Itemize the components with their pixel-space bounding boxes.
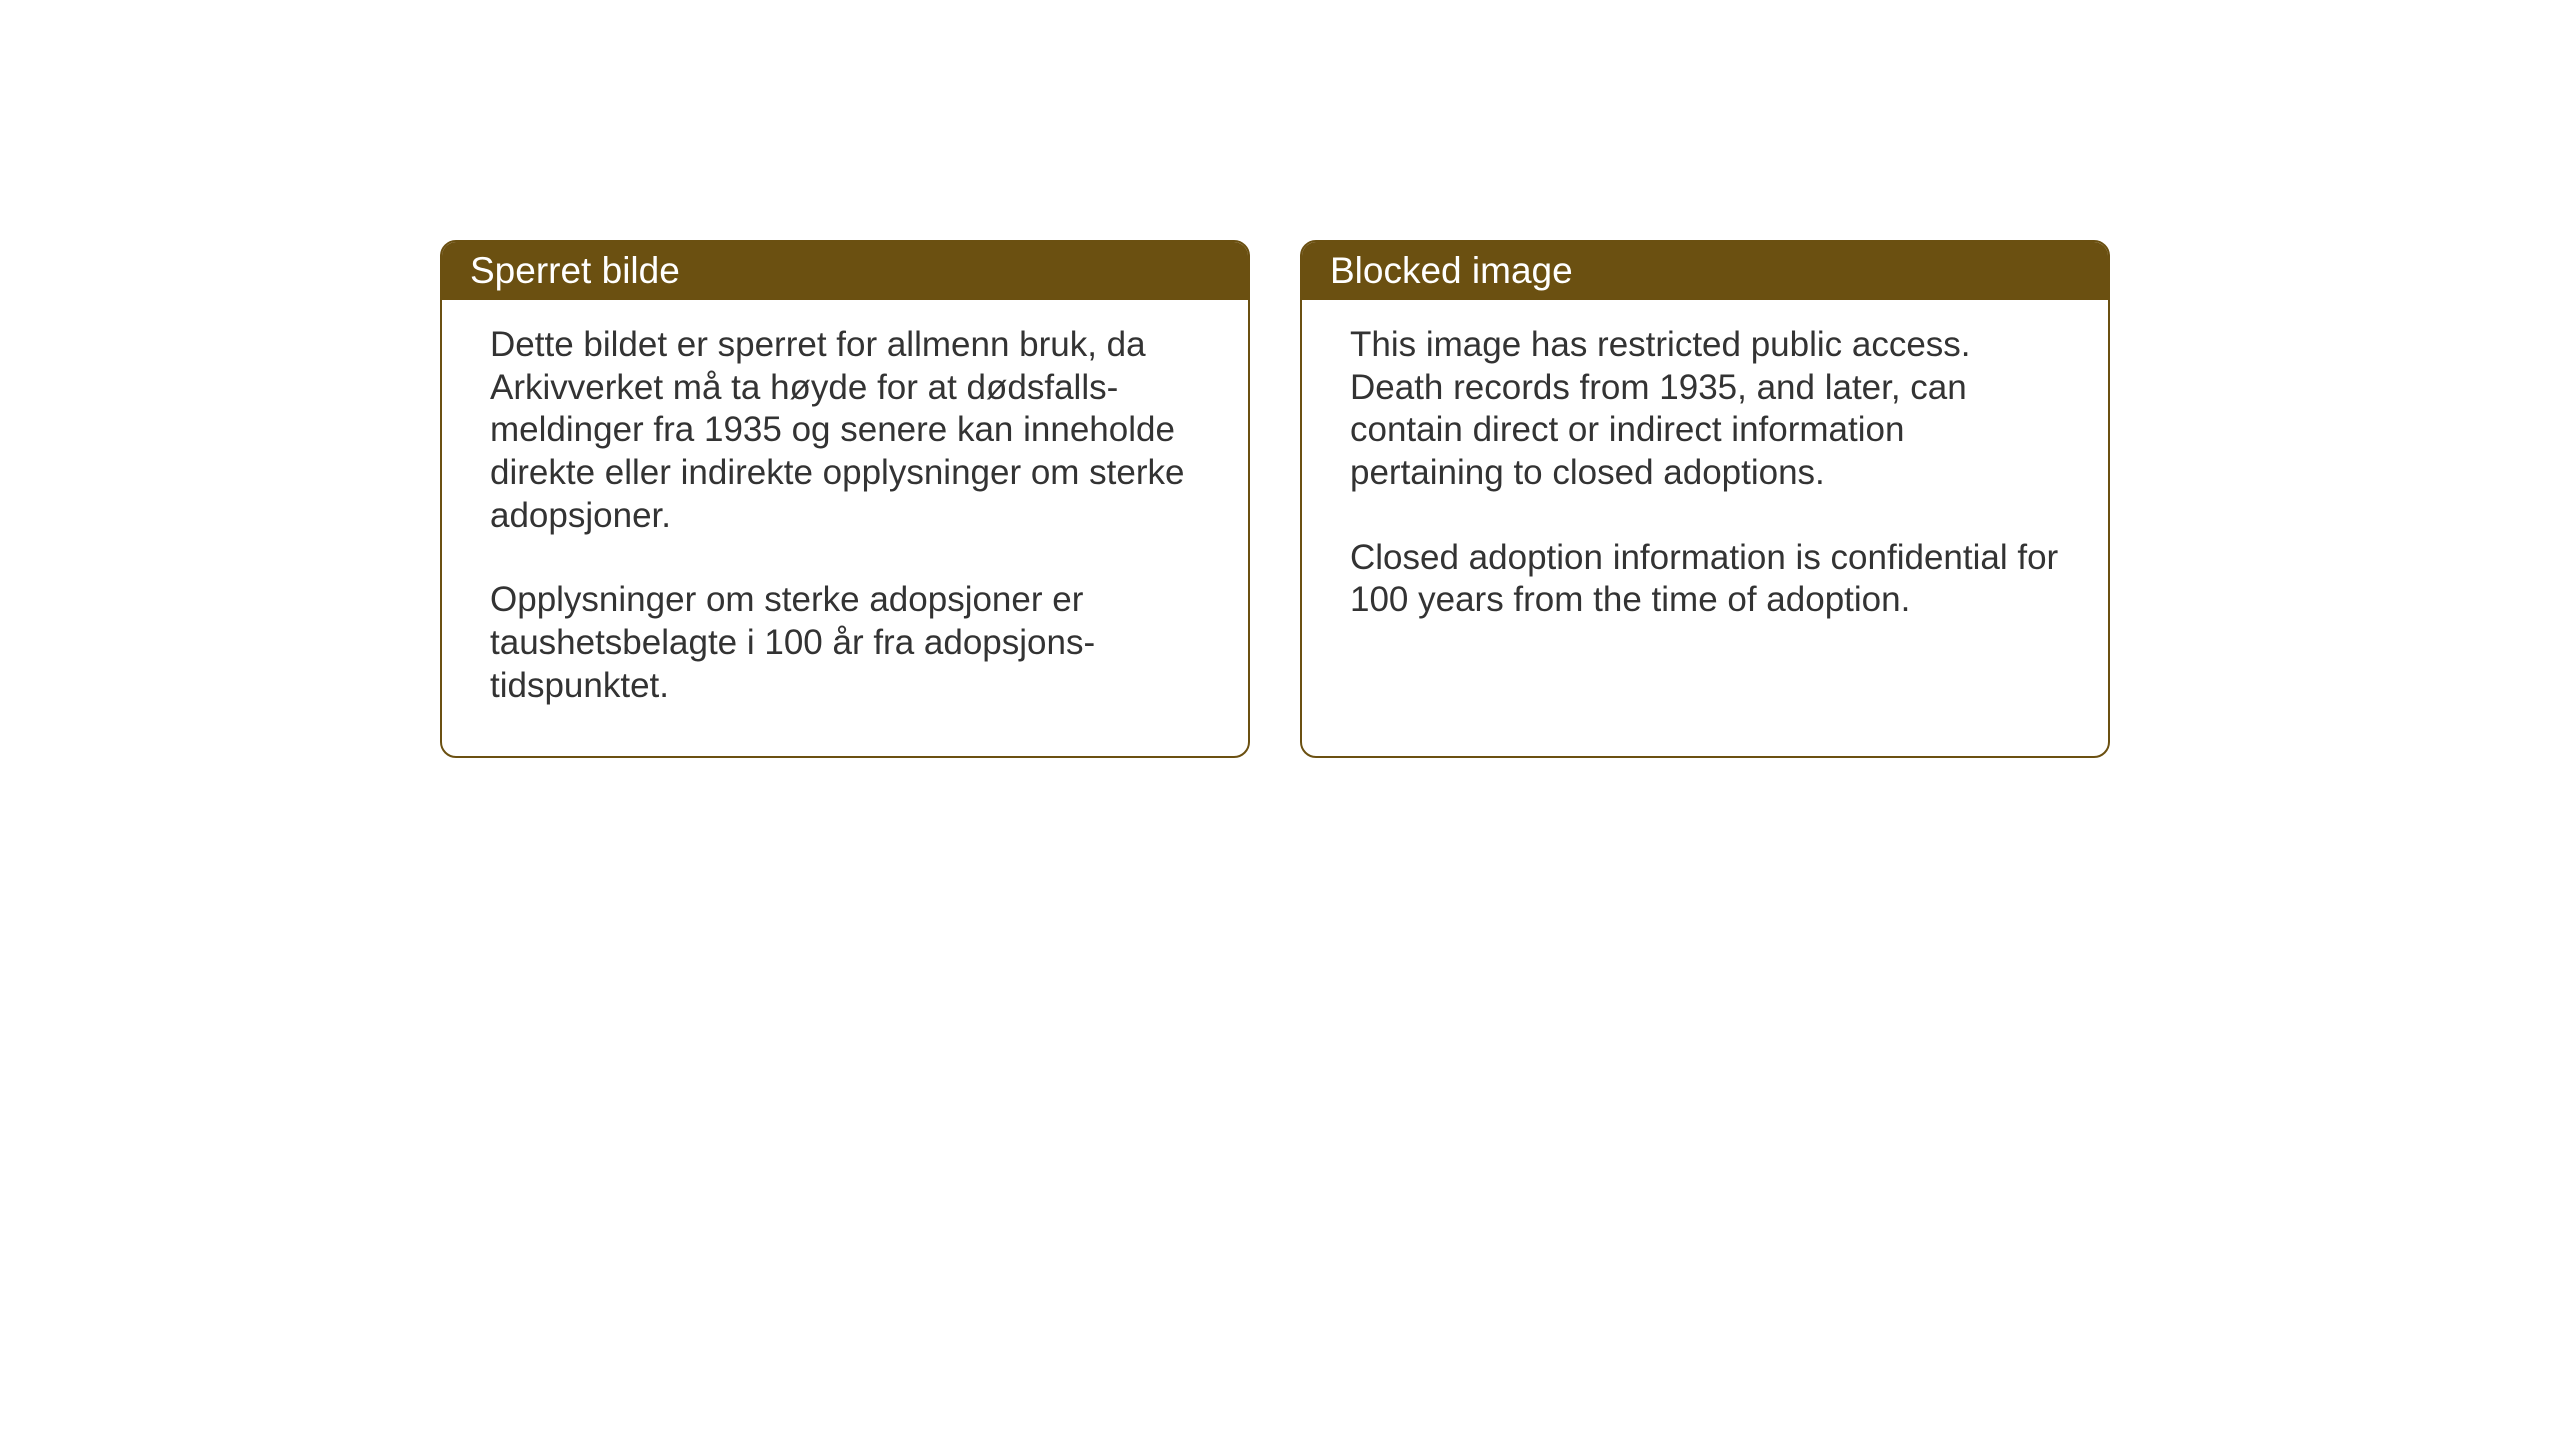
notice-body-english: This image has restricted public access.… bbox=[1302, 300, 2108, 670]
notice-title-norwegian: Sperret bilde bbox=[442, 242, 1248, 300]
notice-paragraph-1-english: This image has restricted public access.… bbox=[1350, 324, 2060, 495]
notice-container: Sperret bilde Dette bildet er sperret fo… bbox=[0, 0, 2560, 758]
notice-paragraph-1-norwegian: Dette bildet er sperret for allmenn bruk… bbox=[490, 324, 1200, 537]
notice-body-norwegian: Dette bildet er sperret for allmenn bruk… bbox=[442, 300, 1248, 756]
notice-title-english: Blocked image bbox=[1302, 242, 2108, 300]
notice-paragraph-2-norwegian: Opplysninger om sterke adopsjoner er tau… bbox=[490, 579, 1200, 707]
notice-box-english: Blocked image This image has restricted … bbox=[1300, 240, 2110, 758]
notice-paragraph-2-english: Closed adoption information is confident… bbox=[1350, 537, 2060, 622]
notice-box-norwegian: Sperret bilde Dette bildet er sperret fo… bbox=[440, 240, 1250, 758]
